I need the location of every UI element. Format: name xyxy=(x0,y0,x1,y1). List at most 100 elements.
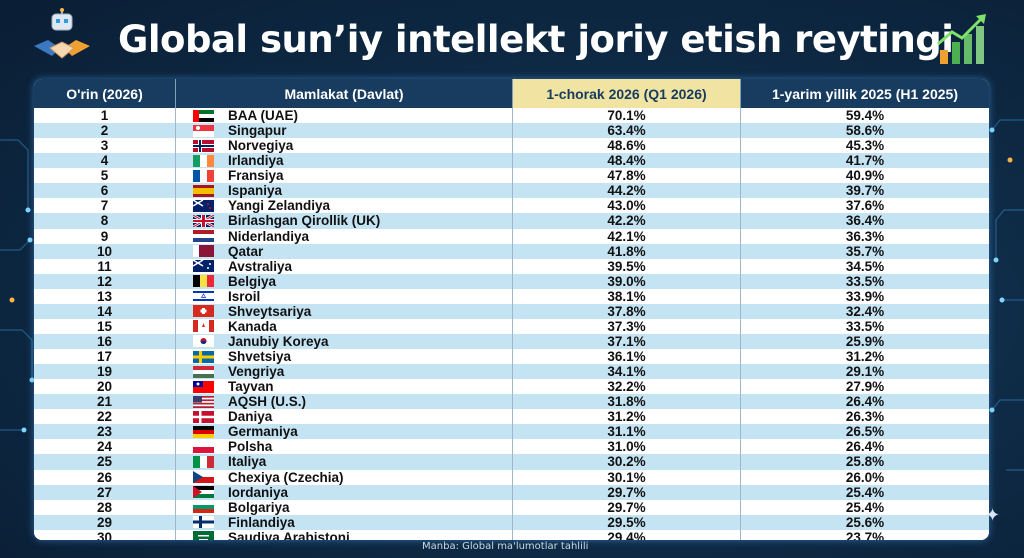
country-cell: Shvetsiya xyxy=(176,349,513,365)
table-row: 4 Irlandiya 48.4% 41.7% xyxy=(34,153,989,169)
q1-2026-cell: 31.8% xyxy=(513,394,741,410)
table-row: 11 Avstraliya 39.5% 34.5% xyxy=(34,258,989,274)
q1-2026-cell: 39.0% xyxy=(513,273,741,289)
h1-2025-cell: 26.3% xyxy=(845,409,885,425)
country-name: Finlandiya xyxy=(228,514,295,530)
rank-cell: 3 xyxy=(34,138,176,154)
h1-2025-cell: 33.9% xyxy=(845,288,885,304)
h1-2025-cell: 26.5% xyxy=(845,424,885,440)
header-q1-2026: 1-chorak 2026 (Q1 2026) xyxy=(513,79,741,108)
rank-cell: 12 xyxy=(34,273,176,289)
rank-cell: 29 xyxy=(34,514,176,530)
table-row: 20 Tayvan 32.2% 27.9% xyxy=(34,379,989,395)
canada-flag-icon xyxy=(193,320,214,333)
q1-2026-cell: 36.1% xyxy=(513,349,741,365)
netherlands-flag-icon xyxy=(193,230,214,243)
country-name: Isroil xyxy=(228,288,261,304)
ranking-table: O'rin (2026) Mamlakat (Davlat) 1-chorak … xyxy=(34,79,989,540)
table-row: 22 Daniya 31.2% 26.3% xyxy=(34,409,989,425)
table-row: 23 Germaniya 31.1% 26.5% xyxy=(34,424,989,440)
country-cell: Polsha xyxy=(176,439,513,455)
h1-2025-cell: 59.4% xyxy=(845,108,885,123)
rank-cell: 11 xyxy=(34,258,176,274)
australia-flag-icon xyxy=(193,260,214,273)
country-name: Saudiya Arabistoni xyxy=(228,529,350,540)
country-name: BAA (UAE) xyxy=(228,108,298,124)
country-cell: Yangi Zelandiya xyxy=(176,198,513,214)
country-cell: Belgiya xyxy=(176,273,513,289)
country-name: Vengriya xyxy=(228,364,285,380)
country-name: Chexiya (Czechia) xyxy=(228,469,344,485)
h1-2025-cell: 23.7% xyxy=(845,529,885,540)
h1-2025-cell: 41.7% xyxy=(845,153,885,169)
country-cell: Kanada xyxy=(176,318,513,334)
sparkle-icon: ✦ xyxy=(985,505,1001,525)
country-name: Polsha xyxy=(228,439,273,455)
rank-cell: 24 xyxy=(34,439,176,455)
country-cell: Irlandiya xyxy=(176,153,513,169)
table-row: 6 Ispaniya 44.2% 39.7% xyxy=(34,183,989,199)
country-cell: Vengriya xyxy=(176,364,513,380)
table-row: 24 Polsha 31.0% 26.4% xyxy=(34,439,989,455)
q1-2026-cell: 47.8% xyxy=(513,168,741,184)
country-cell: Shveytsariya xyxy=(176,303,513,319)
table-header: O'rin (2026) Mamlakat (Davlat) 1-chorak … xyxy=(34,79,989,108)
newzealand-flag-icon xyxy=(193,199,214,212)
spain-flag-icon xyxy=(193,184,214,197)
q1-2026-cell: 48.6% xyxy=(513,138,741,154)
country-cell: AQSH (U.S.) xyxy=(176,394,513,410)
country-cell: Italiya xyxy=(176,454,513,470)
table-row: 2 Singapur 63.4% 58.6% xyxy=(34,123,989,139)
saudiarabia-flag-icon xyxy=(193,531,214,540)
germany-flag-icon xyxy=(193,425,214,438)
table-row: 3 Norvegiya 48.6% 45.3% xyxy=(34,138,989,154)
country-name: Shvetsiya xyxy=(228,349,292,365)
qatar-flag-icon xyxy=(193,245,214,258)
h1-2025-cell: 25.8% xyxy=(845,454,885,470)
country-cell: Norvegiya xyxy=(176,138,513,154)
country-name: Kanada xyxy=(228,318,277,334)
rank-cell: 6 xyxy=(34,183,176,199)
h1-2025-cell: 25.4% xyxy=(845,499,885,515)
country-name: Bolgariya xyxy=(228,499,290,515)
rank-cell: 1 xyxy=(34,108,176,124)
country-name: AQSH (U.S.) xyxy=(228,394,307,410)
h1-2025-cell: 31.2% xyxy=(845,349,885,364)
rank-cell: 14 xyxy=(34,303,176,319)
rank-cell: 15 xyxy=(34,318,176,334)
h1-2025-cell: 34.5% xyxy=(845,258,885,274)
czechia-flag-icon xyxy=(193,471,214,484)
q1-2026-cell: 42.1% xyxy=(513,228,741,244)
table-row: 8 Birlashgan Qirollik (UK) 42.2% 36.4% xyxy=(34,213,989,229)
h1-2025-cell: 37.6% xyxy=(845,198,885,214)
q1-2026-cell: 48.4% xyxy=(513,153,741,169)
q1-2026-cell: 29.7% xyxy=(513,499,741,515)
h1-2025-cell: 36.3% xyxy=(845,228,885,244)
country-name: Germaniya xyxy=(228,424,298,440)
rank-cell: 17 xyxy=(34,349,176,365)
header-rank: O'rin (2026) xyxy=(34,79,176,108)
country-name: Ispaniya xyxy=(228,183,283,199)
table-row: 7 Yangi Zelandiya 43.0% 37.6% xyxy=(34,198,989,214)
rank-cell: 2 xyxy=(34,123,176,139)
country-cell: Tayvan xyxy=(176,379,513,395)
country-cell: Bolgariya xyxy=(176,499,513,515)
country-cell: Daniya xyxy=(176,409,513,425)
usa-flag-icon xyxy=(193,395,214,408)
uk-flag-icon xyxy=(193,214,214,227)
rank-cell: 16 xyxy=(34,333,176,349)
q1-2026-cell: 37.1% xyxy=(513,333,741,349)
country-cell: Iordaniya xyxy=(176,484,513,500)
rank-cell: 8 xyxy=(34,213,176,229)
country-name: Fransiya xyxy=(228,168,284,184)
table-row: 16 Janubiy Koreya 37.1% 25.9% xyxy=(34,333,989,349)
rank-cell: 20 xyxy=(34,379,176,395)
q1-2026-cell: 29.4% xyxy=(513,529,741,540)
hungary-flag-icon xyxy=(193,365,214,378)
country-name: Niderlandiya xyxy=(228,228,310,244)
table-row: 30 Saudiya Arabistoni 29.4% 23.7% xyxy=(34,529,989,540)
h1-2025-cell: 45.3% xyxy=(845,138,885,154)
country-cell: Birlashgan Qirollik (UK) xyxy=(176,213,513,229)
rank-cell: 13 xyxy=(34,288,176,304)
rank-cell: 9 xyxy=(34,228,176,244)
